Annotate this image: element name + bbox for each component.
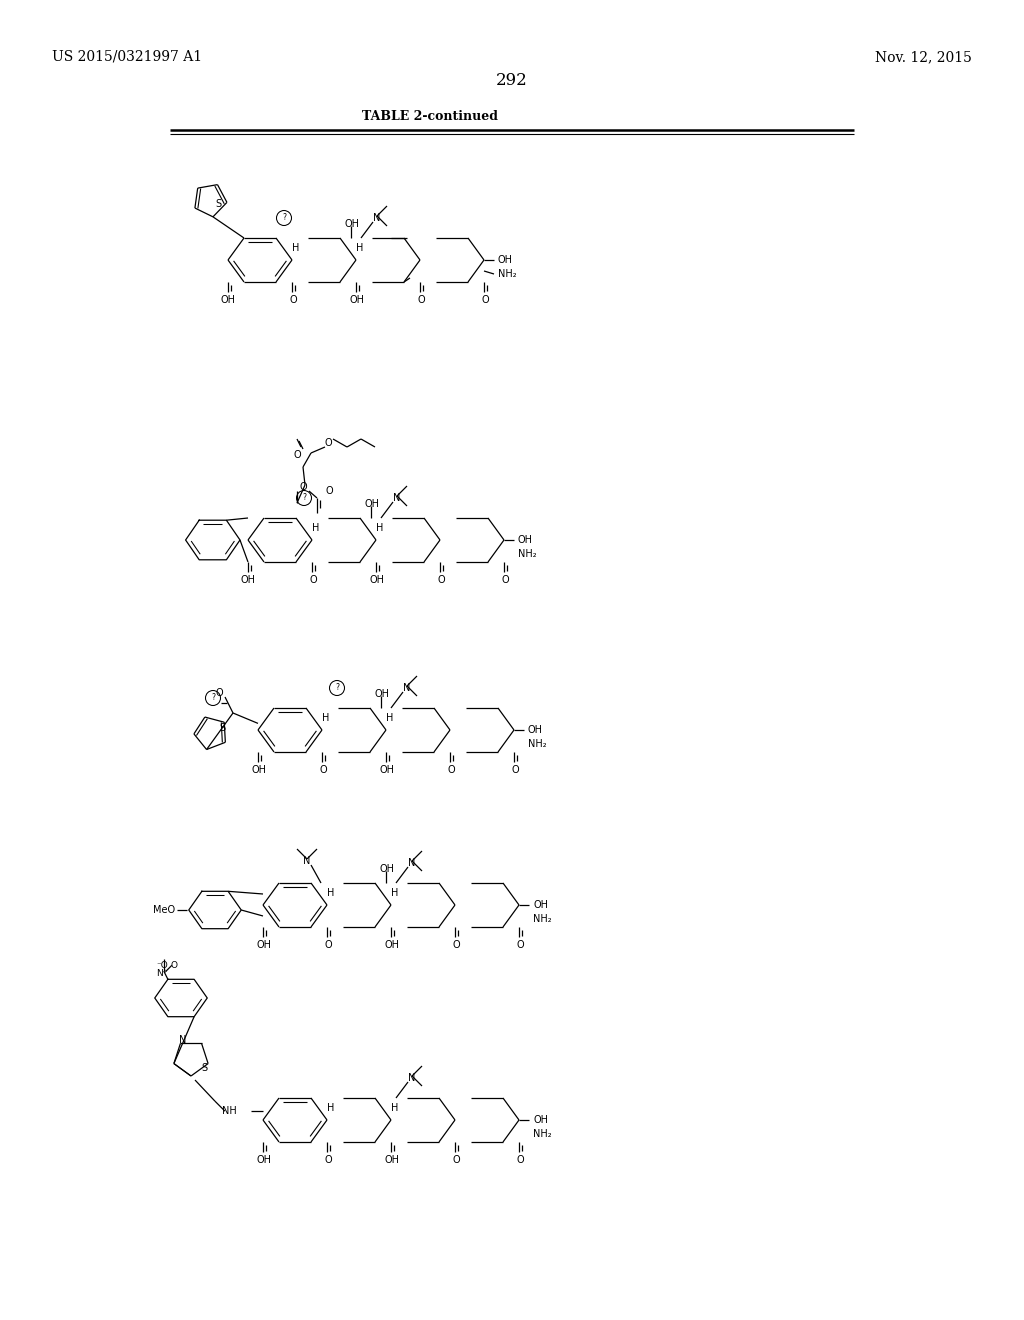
Text: NH₂: NH₂ xyxy=(534,913,552,924)
Text: H: H xyxy=(328,1104,335,1113)
Text: OH: OH xyxy=(384,940,399,950)
Text: 292: 292 xyxy=(496,73,528,88)
Text: N: N xyxy=(409,1073,416,1082)
Text: ?: ? xyxy=(302,494,306,503)
Text: S: S xyxy=(201,1063,207,1073)
Text: TABLE 2-continued: TABLE 2-continued xyxy=(362,110,498,123)
Text: O: O xyxy=(325,486,333,496)
Text: OH: OH xyxy=(344,219,359,228)
Text: OH: OH xyxy=(534,1115,548,1125)
Text: N: N xyxy=(403,682,411,693)
Text: H: H xyxy=(312,523,319,533)
Text: NH₂: NH₂ xyxy=(518,549,537,558)
Text: O: O xyxy=(437,576,444,585)
Text: H: H xyxy=(356,243,364,253)
Text: ?: ? xyxy=(335,684,339,693)
Text: O: O xyxy=(289,294,297,305)
Text: OH: OH xyxy=(518,535,534,545)
Text: H: H xyxy=(323,713,330,723)
Text: O: O xyxy=(501,576,509,585)
Text: OH: OH xyxy=(220,294,236,305)
Text: OH: OH xyxy=(380,766,394,775)
Text: N⁺: N⁺ xyxy=(156,969,168,978)
Text: OH: OH xyxy=(241,576,256,585)
Text: NH₂: NH₂ xyxy=(528,739,547,748)
Text: O: O xyxy=(309,576,316,585)
Text: O: O xyxy=(293,450,301,459)
Text: NH: NH xyxy=(222,1106,237,1117)
Text: O: O xyxy=(325,1155,332,1166)
Text: O: O xyxy=(447,766,455,775)
Text: H: H xyxy=(292,243,300,253)
Text: OH: OH xyxy=(498,255,513,265)
Text: O: O xyxy=(516,940,524,950)
Text: OH: OH xyxy=(534,900,548,909)
Text: N: N xyxy=(179,1035,186,1045)
Text: OH: OH xyxy=(384,1155,399,1166)
Text: OH: OH xyxy=(349,294,365,305)
Text: O: O xyxy=(516,1155,524,1166)
Text: O: O xyxy=(417,294,425,305)
Text: OH: OH xyxy=(365,499,380,510)
Text: OH: OH xyxy=(256,1155,271,1166)
Text: O: O xyxy=(325,438,332,447)
Text: MeO: MeO xyxy=(153,906,175,915)
Text: Nov. 12, 2015: Nov. 12, 2015 xyxy=(876,50,972,63)
Text: OH: OH xyxy=(375,689,389,700)
Text: N: N xyxy=(374,213,381,223)
Text: H: H xyxy=(391,1104,398,1113)
Text: O: O xyxy=(453,1155,460,1166)
Text: ?: ? xyxy=(211,693,215,702)
Text: OH: OH xyxy=(528,725,543,735)
Text: S: S xyxy=(216,199,222,210)
Text: S: S xyxy=(219,723,225,733)
Text: OH: OH xyxy=(380,865,394,874)
Text: O: O xyxy=(511,766,519,775)
Text: N: N xyxy=(393,492,400,503)
Text: N: N xyxy=(303,855,310,866)
Text: ⁻O: ⁻O xyxy=(156,961,168,970)
Text: O: O xyxy=(325,940,332,950)
Text: H: H xyxy=(328,888,335,898)
Text: O: O xyxy=(299,482,307,492)
Text: ?: ? xyxy=(282,214,286,223)
Text: OH: OH xyxy=(370,576,384,585)
Text: O: O xyxy=(481,294,488,305)
Text: O: O xyxy=(215,688,223,698)
Text: H: H xyxy=(376,523,384,533)
Text: O: O xyxy=(319,766,327,775)
Text: OH: OH xyxy=(256,940,271,950)
Text: NH₂: NH₂ xyxy=(534,1129,552,1139)
Text: NH₂: NH₂ xyxy=(498,269,517,279)
Text: OH: OH xyxy=(252,766,266,775)
Text: O: O xyxy=(453,940,460,950)
Text: O: O xyxy=(170,961,177,970)
Text: H: H xyxy=(386,713,393,723)
Text: N: N xyxy=(409,858,416,869)
Text: US 2015/0321997 A1: US 2015/0321997 A1 xyxy=(52,50,202,63)
Text: H: H xyxy=(391,888,398,898)
